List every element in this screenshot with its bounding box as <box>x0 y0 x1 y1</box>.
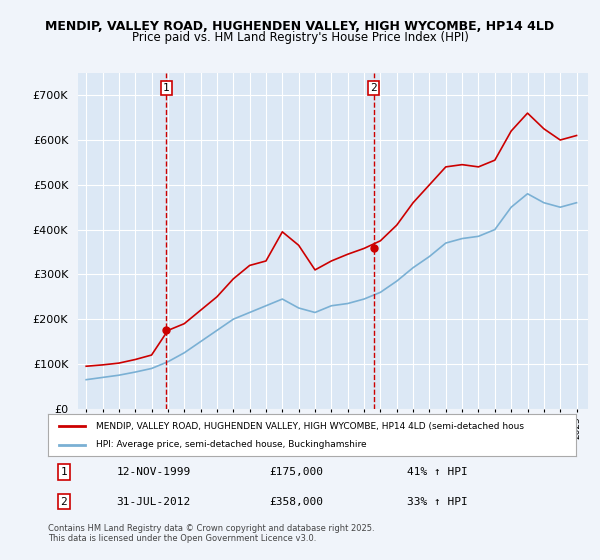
Text: 2: 2 <box>370 83 377 93</box>
Text: 1: 1 <box>61 467 67 477</box>
Text: 33% ↑ HPI: 33% ↑ HPI <box>407 497 468 507</box>
Text: MENDIP, VALLEY ROAD, HUGHENDEN VALLEY, HIGH WYCOMBE, HP14 4LD: MENDIP, VALLEY ROAD, HUGHENDEN VALLEY, H… <box>46 20 554 32</box>
Text: HPI: Average price, semi-detached house, Buckinghamshire: HPI: Average price, semi-detached house,… <box>95 440 366 449</box>
Text: 2: 2 <box>61 497 67 507</box>
Text: 41% ↑ HPI: 41% ↑ HPI <box>407 467 468 477</box>
Text: £175,000: £175,000 <box>270 467 324 477</box>
Text: Contains HM Land Registry data © Crown copyright and database right 2025.
This d: Contains HM Land Registry data © Crown c… <box>48 524 374 543</box>
Text: Price paid vs. HM Land Registry's House Price Index (HPI): Price paid vs. HM Land Registry's House … <box>131 31 469 44</box>
Text: £358,000: £358,000 <box>270 497 324 507</box>
Text: MENDIP, VALLEY ROAD, HUGHENDEN VALLEY, HIGH WYCOMBE, HP14 4LD (semi-detached hou: MENDIP, VALLEY ROAD, HUGHENDEN VALLEY, H… <box>95 422 524 431</box>
Text: 31-JUL-2012: 31-JUL-2012 <box>116 497 191 507</box>
Text: 12-NOV-1999: 12-NOV-1999 <box>116 467 191 477</box>
Text: 1: 1 <box>163 83 170 93</box>
